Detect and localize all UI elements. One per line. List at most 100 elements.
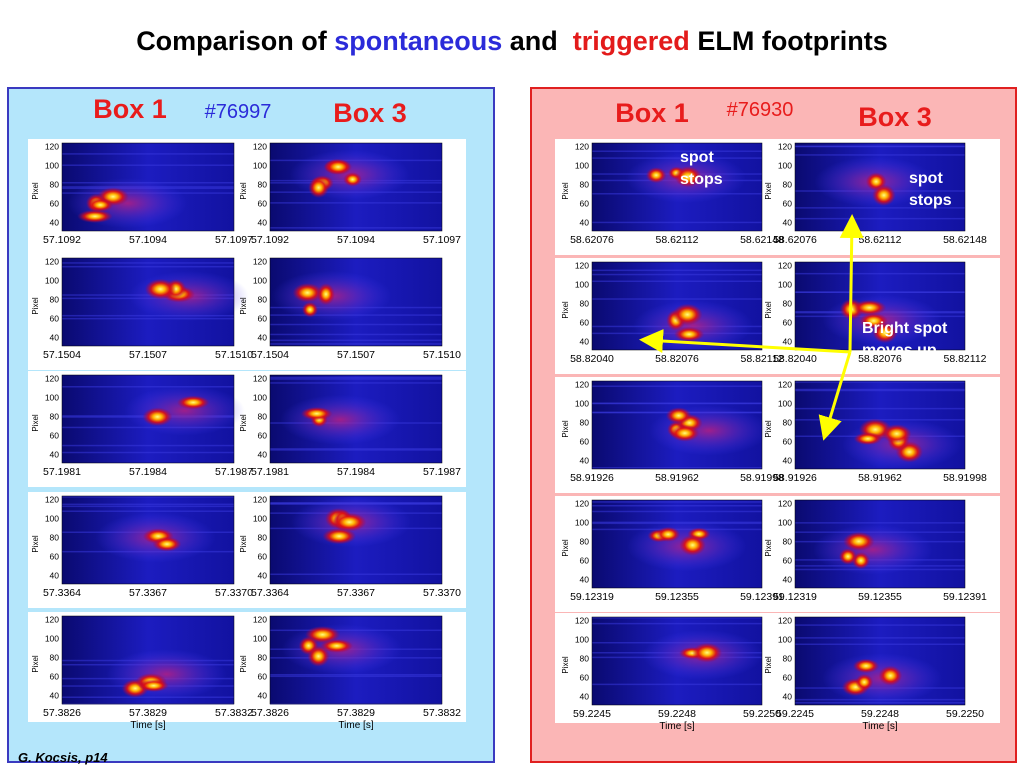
y-tick-label: 60: [783, 672, 793, 682]
x-tick-label: 58.91998: [943, 472, 987, 484]
heatmap-streak: [592, 622, 762, 625]
heatmap-frame: [269, 374, 443, 464]
x-tick-label: 57.1984: [337, 466, 375, 478]
annotation: spot: [909, 170, 943, 187]
x-tick-label: 58.62076: [570, 234, 614, 246]
x-tick-label: 58.82040: [773, 353, 817, 365]
y-axis-label: Pixel: [561, 539, 570, 557]
heatmap-spot: [324, 158, 353, 175]
y-axis-label: Pixel: [239, 414, 248, 432]
y-tick-label: 40: [580, 691, 590, 701]
y-tick-label: 60: [50, 313, 60, 323]
x-tick-label: 57.1092: [43, 234, 81, 246]
annotation: moves up: [862, 342, 937, 359]
x-tick-label: 57.1981: [251, 466, 289, 478]
heatmap-frame: [61, 495, 235, 585]
heatmap-streak: [795, 522, 965, 524]
y-tick-label: 100: [778, 160, 792, 170]
y-tick-label: 60: [783, 317, 793, 327]
x-tick-label: 58.62112: [655, 234, 698, 246]
heatmap-streak: [795, 643, 965, 646]
heatmap-spot: [301, 301, 319, 318]
y-tick-label: 120: [575, 260, 589, 270]
heatmap-spot: [77, 209, 113, 223]
x-tick-label: 57.1504: [251, 349, 289, 361]
x-tick-label: 58.91998: [740, 472, 784, 484]
y-axis-label: Pixel: [764, 420, 773, 438]
x-tick-label: 57.3829: [337, 707, 375, 719]
x-tick-label: 57.3364: [43, 587, 81, 599]
y-axis-label: Pixel: [764, 539, 773, 557]
heatmap-spot: [292, 283, 323, 303]
x-tick-label: 58.91926: [570, 472, 614, 484]
heatmap-streak: [795, 388, 965, 391]
y-tick-label: 100: [253, 513, 267, 523]
y-tick-label: 120: [778, 498, 792, 508]
heatmap-spot: [320, 638, 354, 653]
x-tick-label: 57.3370: [423, 587, 461, 599]
x-tick-label: 58.62148: [740, 234, 784, 246]
y-tick-label: 60: [258, 198, 268, 208]
y-tick-label: 100: [575, 634, 589, 644]
annotation: spot: [680, 149, 714, 166]
heatmap-spot: [645, 167, 667, 184]
y-tick-label: 60: [580, 555, 590, 565]
x-tick-label: 58.62076: [773, 234, 817, 246]
heatmap-spot: [872, 184, 896, 206]
heatmap-frame: [61, 615, 235, 705]
y-tick-label: 80: [580, 653, 590, 663]
y-tick-label: 100: [45, 160, 59, 170]
heatmap-spot: [852, 299, 887, 316]
heatmap-spot: [656, 526, 681, 542]
x-tick-label: 57.1507: [337, 349, 375, 361]
x-tick-label: 57.3826: [251, 707, 289, 719]
x-tick-label: 59.2250: [743, 708, 781, 720]
x-axis-label: Time [s]: [659, 721, 694, 732]
y-tick-label: 100: [778, 634, 792, 644]
heatmap-streak: [592, 221, 762, 224]
y-tick-label: 80: [258, 532, 268, 542]
x-tick-label: 59.2250: [946, 708, 984, 720]
heatmap-frame: [591, 261, 763, 351]
x-tick-label: 57.1092: [251, 234, 289, 246]
x-tick-label: 57.1097: [215, 234, 253, 246]
heatmap-spot: [87, 198, 114, 212]
heatmap-streak: [270, 343, 442, 345]
y-tick-label: 80: [50, 532, 60, 542]
box1-label: Box 1: [615, 98, 689, 128]
title-suffix: ELM footprints: [697, 26, 888, 56]
x-tick-label: 58.91926: [773, 472, 817, 484]
heatmap-spot: [343, 172, 362, 187]
title-spontaneous: spontaneous: [334, 26, 503, 56]
x-tick-label: 59.2245: [776, 708, 814, 720]
y-tick-label: 80: [783, 653, 793, 663]
heatmap-frame: [591, 142, 763, 232]
y-tick-label: 100: [253, 160, 267, 170]
box3-label: Box 3: [858, 102, 932, 132]
y-axis-label: Pixel: [31, 182, 40, 200]
y-axis-label: Pixel: [239, 535, 248, 553]
y-axis-label: Pixel: [31, 655, 40, 673]
y-tick-label: 120: [45, 141, 59, 151]
y-tick-label: 120: [253, 494, 267, 504]
arrow: [639, 329, 851, 354]
heatmap-spot: [138, 679, 169, 692]
y-tick-label: 60: [580, 436, 590, 446]
heatmap-spot: [692, 642, 723, 663]
y-tick-label: 40: [50, 570, 60, 580]
annotation: Bright spot: [862, 320, 948, 337]
heatmap-spot: [872, 322, 898, 344]
y-tick-label: 60: [50, 551, 60, 561]
y-tick-label: 80: [258, 411, 268, 421]
heatmap-streak: [270, 339, 442, 342]
y-tick-label: 60: [258, 430, 268, 440]
shot-label: #76930: [727, 99, 794, 121]
y-tick-label: 120: [253, 141, 267, 151]
y-tick-label: 40: [258, 332, 268, 342]
x-tick-label: 59.2245: [573, 708, 611, 720]
x-tick-label: 58.91962: [858, 472, 902, 484]
x-tick-label: 59.2248: [861, 708, 899, 720]
heatmap-streak: [795, 407, 965, 410]
heatmap-spot: [176, 395, 210, 410]
x-tick-label: 58.91962: [655, 472, 699, 484]
